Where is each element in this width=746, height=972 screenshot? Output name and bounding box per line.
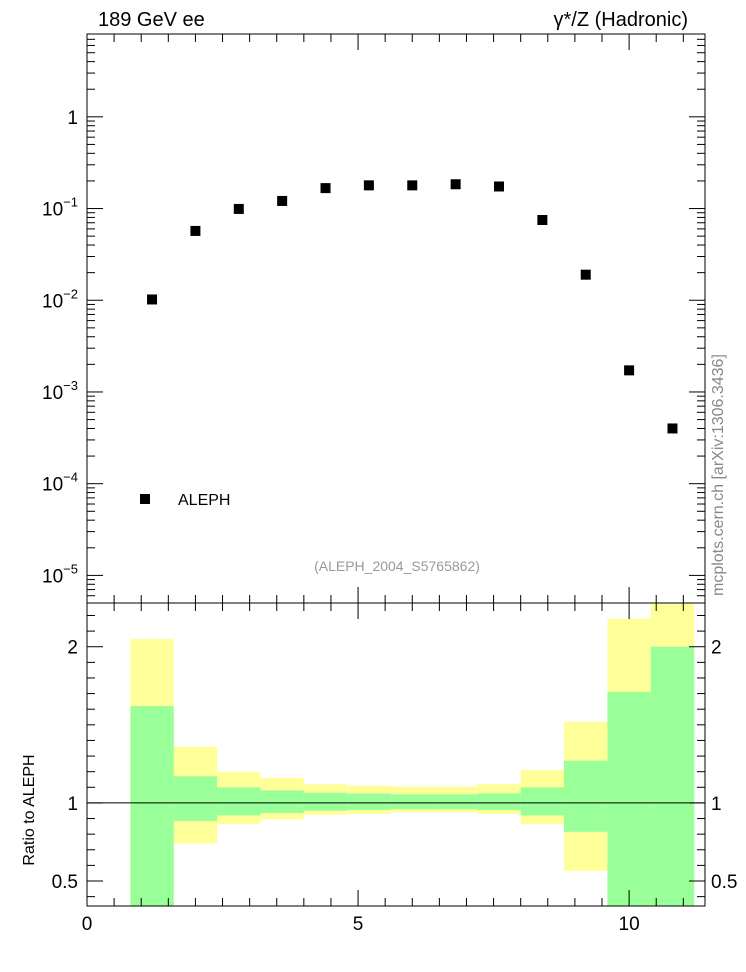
band-bin-stat <box>347 793 391 810</box>
ratio-y-tick-label-right: 1 <box>711 794 722 815</box>
y-tick-label: 10−5 <box>42 561 78 587</box>
band-bin-stat <box>260 790 304 814</box>
ratio-y-tick-label-right: 2 <box>711 638 722 659</box>
data-point <box>667 423 678 434</box>
ratio-panel: 0.5 0.5 1 1 2 2 0 5 10 <box>52 602 737 935</box>
header-right: γ*/Z (Hadronic) <box>554 9 688 31</box>
x-tick-label: 5 <box>353 914 364 935</box>
ratio-y-tick-label-right: 0.5 <box>711 872 737 893</box>
data-point <box>147 294 158 305</box>
data-point <box>233 203 244 214</box>
legend-label-aleph: ALEPH <box>178 492 230 509</box>
data-point <box>277 195 288 206</box>
band-bin-stat <box>130 706 174 906</box>
x-tick-label: 0 <box>82 914 93 935</box>
data-point <box>537 214 548 225</box>
data-point <box>580 269 591 280</box>
main-frame <box>86 33 706 604</box>
band-bin-stat <box>520 787 565 816</box>
band-bin-stat <box>173 776 218 821</box>
main-panel: 1 10−1 10−2 10−3 10−4 10−5 <box>42 33 706 604</box>
band-bin-stat <box>303 792 348 811</box>
y-tick-label: 10−4 <box>42 470 78 496</box>
band-bin-stat <box>390 794 434 810</box>
data-point <box>450 179 461 190</box>
ratio-y-tick-label-left: 1 <box>67 794 78 815</box>
ratio-frame <box>86 602 706 907</box>
data-point <box>363 180 374 191</box>
data-point <box>320 183 331 194</box>
y-tick-label: 10−1 <box>42 195 78 221</box>
band-bin-stat <box>433 794 478 810</box>
x-tick-label: 10 <box>619 914 640 935</box>
data-point <box>624 365 635 376</box>
band-bin-stat <box>217 787 261 816</box>
ratio-axis-label: Ratio to ALEPH <box>21 754 38 865</box>
band-bin-stat <box>650 646 695 906</box>
y-tick-label: 1 <box>67 108 78 129</box>
analysis-watermark: (ALEPH_2004_S5765862) <box>314 558 480 574</box>
data-point <box>494 181 504 192</box>
y-tick-label: 10−3 <box>42 378 78 404</box>
data-point <box>407 180 418 191</box>
header-left: 189 GeV ee <box>98 9 205 31</box>
data-point <box>190 225 201 236</box>
band-bin-stat <box>564 760 608 832</box>
legend: ALEPH <box>140 492 230 509</box>
band-bin-stat <box>477 793 521 810</box>
side-label: mcplots.cern.ch [arXiv:1306.3436] <box>710 354 727 596</box>
y-tick-label: 10−2 <box>42 286 78 312</box>
ratio-y-tick-label-left: 2 <box>67 638 78 659</box>
legend-marker-aleph <box>140 494 150 504</box>
band-bin-stat <box>607 692 651 906</box>
ratio-y-tick-label-left: 0.5 <box>52 872 78 893</box>
